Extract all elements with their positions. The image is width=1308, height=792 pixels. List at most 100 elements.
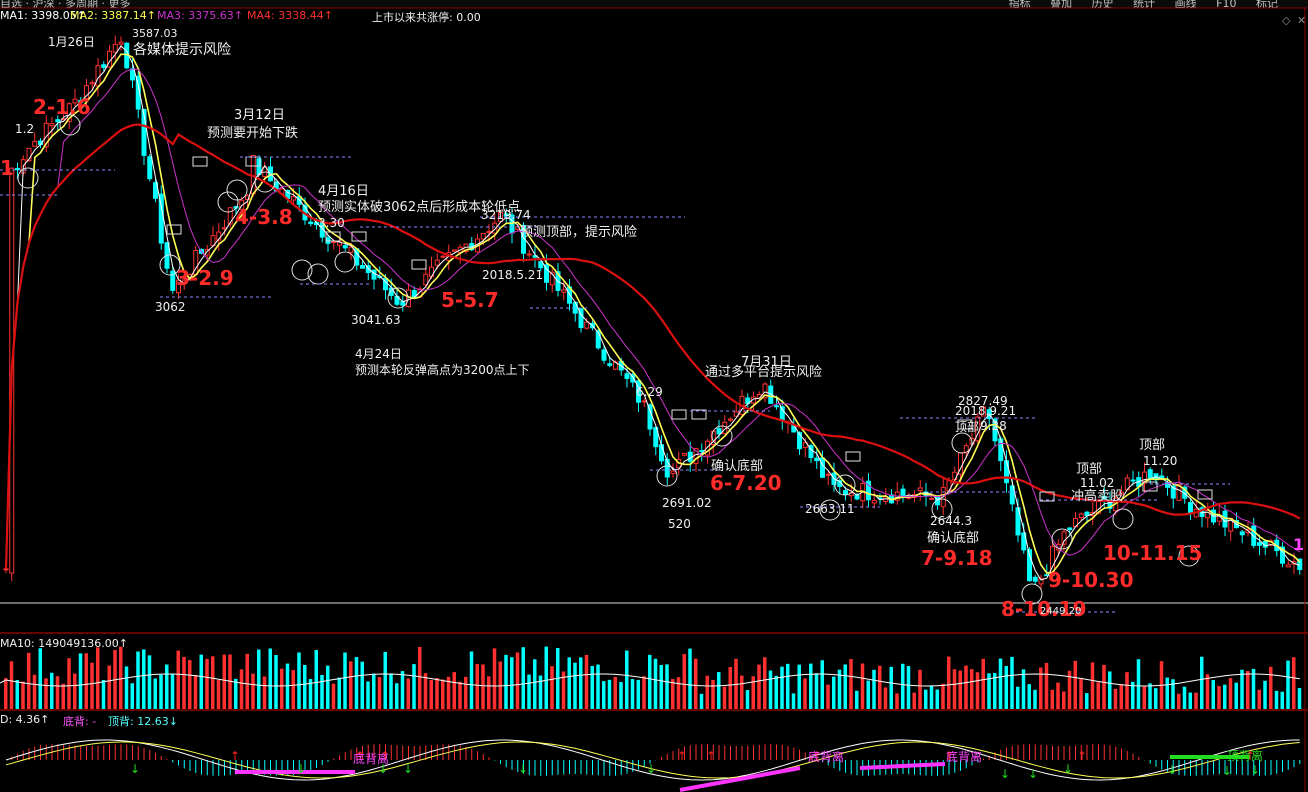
marker-circle bbox=[1178, 545, 1200, 567]
candle bbox=[147, 156, 153, 180]
candle bbox=[492, 222, 498, 234]
candle bbox=[1285, 564, 1291, 568]
buy-arrow-icon: ↓ bbox=[1167, 763, 1177, 777]
volume-bar bbox=[395, 683, 399, 709]
volume-bar bbox=[274, 654, 278, 709]
sell-arrow-icon: ↑ bbox=[1245, 749, 1255, 763]
candle bbox=[992, 418, 998, 442]
volume-ma-line bbox=[0, 673, 1300, 687]
candle bbox=[1050, 546, 1055, 577]
volume-bar bbox=[222, 654, 226, 709]
volume-bar bbox=[170, 674, 175, 709]
annotation: 11.02 bbox=[1080, 476, 1115, 490]
volume-bar bbox=[1182, 686, 1187, 709]
candle bbox=[647, 404, 653, 430]
candle bbox=[544, 264, 549, 283]
volume-bar bbox=[130, 683, 134, 709]
toolbar-left[interactable]: 自选 · 沪深 · 多周期 · 更多 bbox=[0, 0, 131, 10]
volume-bar bbox=[487, 676, 491, 709]
volume-bar bbox=[740, 675, 744, 709]
candle bbox=[84, 85, 89, 100]
candle bbox=[630, 373, 636, 383]
marker-circle bbox=[387, 287, 409, 309]
volume-bar bbox=[383, 651, 387, 709]
volume-bar bbox=[400, 671, 405, 709]
volume-bar bbox=[889, 666, 893, 709]
candle bbox=[1078, 513, 1084, 519]
annotation: 3219.74 bbox=[481, 208, 531, 222]
volume-bar bbox=[676, 677, 681, 709]
volume-bar bbox=[901, 663, 905, 709]
volume-bar bbox=[320, 674, 324, 709]
volume-bar bbox=[360, 661, 364, 709]
volume-bar bbox=[602, 681, 606, 709]
annotation: 10-11.15 bbox=[1103, 541, 1203, 565]
annotation: 各媒体提示风险 bbox=[133, 42, 231, 58]
marker-circle bbox=[159, 254, 181, 276]
toolbar-mark[interactable]: 标记 bbox=[1256, 0, 1278, 10]
toolbar-draw[interactable]: 画线 bbox=[1174, 0, 1197, 10]
candle bbox=[1038, 577, 1044, 585]
volume-bar bbox=[1200, 656, 1204, 709]
volume-bar bbox=[878, 665, 882, 709]
marker-circle bbox=[834, 474, 856, 496]
volume-bar bbox=[648, 654, 652, 709]
close-icon[interactable]: ✕ bbox=[1297, 14, 1307, 27]
volume-bar bbox=[682, 654, 686, 709]
buy-arrow-icon: ↓ bbox=[378, 762, 388, 776]
candle bbox=[728, 418, 733, 421]
volume-bar bbox=[1165, 677, 1169, 709]
volume-bar bbox=[958, 670, 962, 709]
macd-legend-top: 顶背: 12.63↓ bbox=[108, 715, 178, 728]
volume-bar bbox=[642, 676, 646, 709]
candle bbox=[521, 224, 526, 254]
ma2-line bbox=[5, 53, 1301, 574]
annotation: 冲高卖股 bbox=[1071, 489, 1124, 504]
candle bbox=[15, 168, 20, 171]
buy-arrow-icon: ↓ bbox=[1222, 764, 1232, 778]
volume-bar bbox=[1234, 682, 1238, 709]
volume-bar bbox=[159, 674, 163, 709]
volume-bar bbox=[435, 677, 439, 709]
volume-bar bbox=[61, 683, 65, 709]
volume-bar bbox=[15, 679, 19, 709]
volume-bar bbox=[67, 658, 71, 709]
volume-bar bbox=[372, 673, 376, 709]
toolbar-f10[interactable]: F10 bbox=[1216, 0, 1237, 10]
candle bbox=[1176, 484, 1182, 501]
volume-bar bbox=[469, 651, 474, 709]
candle bbox=[95, 65, 101, 87]
volume-bar bbox=[952, 669, 957, 709]
annotation: 预测本轮反弹高点为3200点上下 bbox=[355, 363, 530, 377]
divergence-line bbox=[859, 762, 946, 770]
candle bbox=[1084, 511, 1090, 516]
volume-bar bbox=[38, 648, 42, 709]
toolbar-overlay[interactable]: 叠加 bbox=[1050, 0, 1073, 10]
volume-bar bbox=[1228, 678, 1233, 709]
marker-flag bbox=[1142, 481, 1158, 492]
volume-bar bbox=[630, 679, 635, 709]
volume-bar bbox=[1010, 656, 1014, 709]
volume-bar bbox=[211, 656, 215, 709]
marker-circle bbox=[254, 171, 276, 193]
volume-bar bbox=[429, 679, 433, 709]
candle bbox=[434, 259, 440, 266]
toolbar-stats[interactable]: 统计 bbox=[1133, 0, 1156, 10]
buy-arrow-icon: ↓ bbox=[1028, 767, 1038, 781]
volume-bar bbox=[349, 661, 353, 709]
volume-bar bbox=[1171, 679, 1175, 709]
volume-bar bbox=[981, 658, 985, 709]
volume-bar bbox=[745, 690, 750, 709]
volume-bar bbox=[366, 681, 370, 709]
toolbar-history[interactable]: 历史 bbox=[1091, 0, 1114, 10]
volume-bar bbox=[895, 693, 899, 709]
candle bbox=[762, 383, 768, 399]
volume-bar bbox=[533, 659, 537, 709]
volume-bar bbox=[1188, 692, 1192, 709]
candle bbox=[49, 123, 55, 127]
candle bbox=[118, 41, 124, 45]
toolbar-indicator[interactable]: 指标 bbox=[1008, 0, 1031, 10]
volume-bar bbox=[866, 680, 870, 709]
diamond-icon[interactable]: ◇ bbox=[1282, 14, 1291, 27]
